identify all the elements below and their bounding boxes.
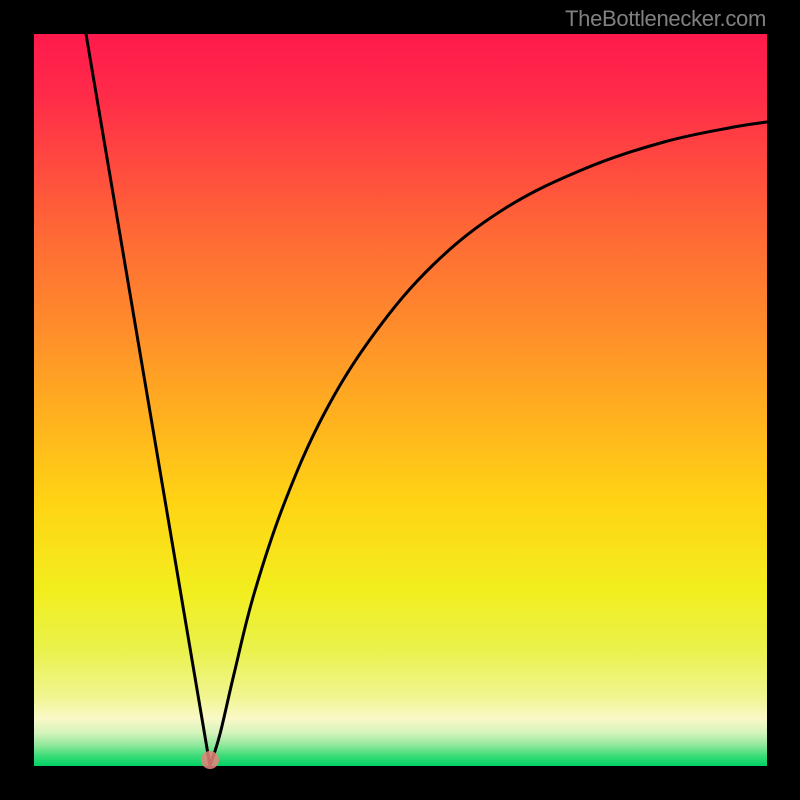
response-curve: [34, 34, 767, 766]
chart-frame: TheBottlenecker.com: [0, 0, 800, 800]
watermark-text: TheBottlenecker.com: [565, 6, 766, 32]
plot-area: [34, 34, 767, 766]
minimum-marker: [201, 751, 219, 769]
